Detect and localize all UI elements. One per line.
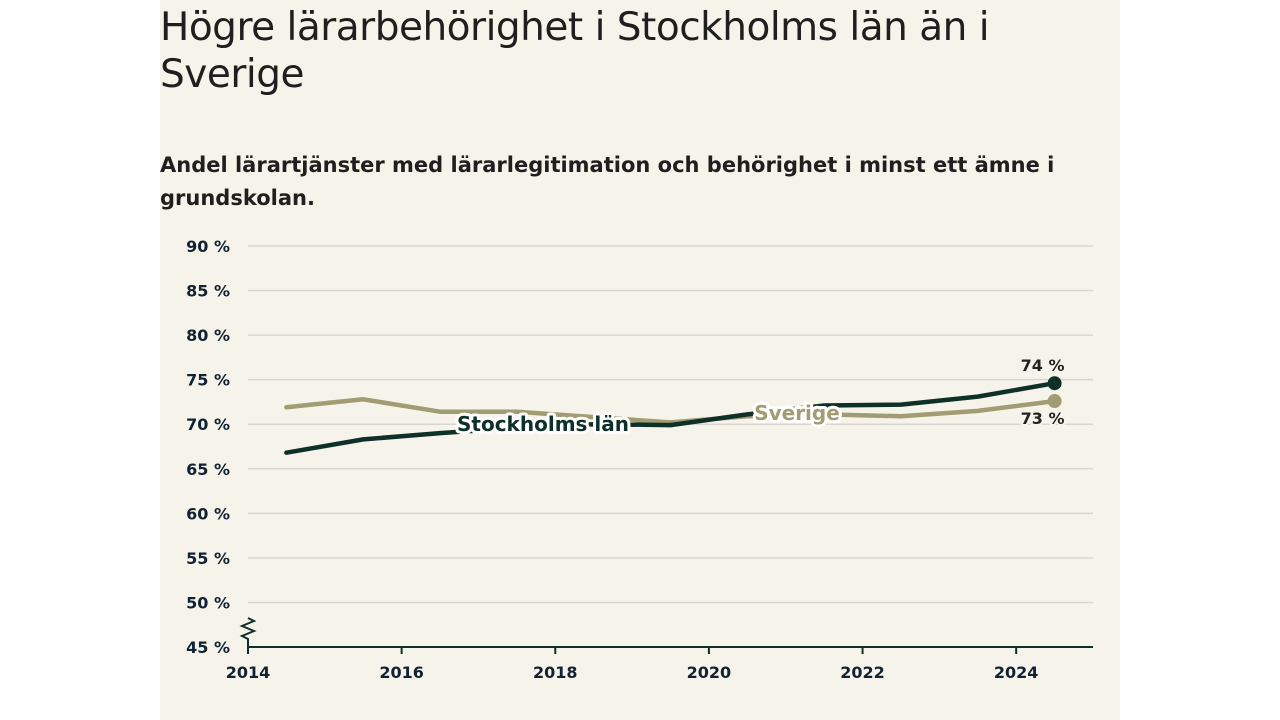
x-tick-label: 2016 xyxy=(379,663,424,682)
x-tick-label: 2022 xyxy=(840,663,885,682)
y-tick-label: 60 % xyxy=(186,504,230,523)
line-chart: 45 % 50 % 55 % 60 % 65 % 70 % 75 % 80 % 85 % 90 %… xyxy=(186,237,1093,682)
x-tick-label: 2020 xyxy=(687,663,732,682)
x-tick-label: 2014 xyxy=(226,663,271,682)
y-tick-label: 80 % xyxy=(186,326,230,345)
series-label-stockholm: Stockholms län xyxy=(457,412,629,436)
end-label-stockholm: 74 % xyxy=(1021,356,1065,375)
chart-subtitle: Andel lärartjänster med lärarlegitimatio… xyxy=(160,153,1055,210)
axis-break-icon xyxy=(239,617,257,647)
y-tick-label: 45 % xyxy=(186,638,230,657)
y-tick-label: 50 % xyxy=(186,593,230,612)
y-tick-label: 70 % xyxy=(186,415,230,434)
y-tick-label: 65 % xyxy=(186,460,230,479)
y-tick-label: 75 % xyxy=(186,371,230,390)
series-endpoint-sverige xyxy=(1047,394,1062,409)
series-endpoint-stockholm xyxy=(1047,376,1062,391)
chart-title: Högre lärarbehörighet i Stockholms län ä… xyxy=(160,5,990,97)
x-tick-label: 2018 xyxy=(533,663,578,682)
chart-panel: Högre lärarbehörighet i Stockholms län ä… xyxy=(160,0,1120,720)
x-tick-label: 2024 xyxy=(994,663,1039,682)
y-tick-label: 90 % xyxy=(186,237,230,256)
series-line-stockholm xyxy=(284,380,1057,455)
end-label-sverige: 73 % xyxy=(1021,409,1065,428)
y-tick-label: 55 % xyxy=(186,549,230,568)
series-line-sverige xyxy=(284,397,1057,425)
y-tick-label: 85 % xyxy=(186,282,230,301)
series-label-sverige: Sverige xyxy=(754,401,840,425)
